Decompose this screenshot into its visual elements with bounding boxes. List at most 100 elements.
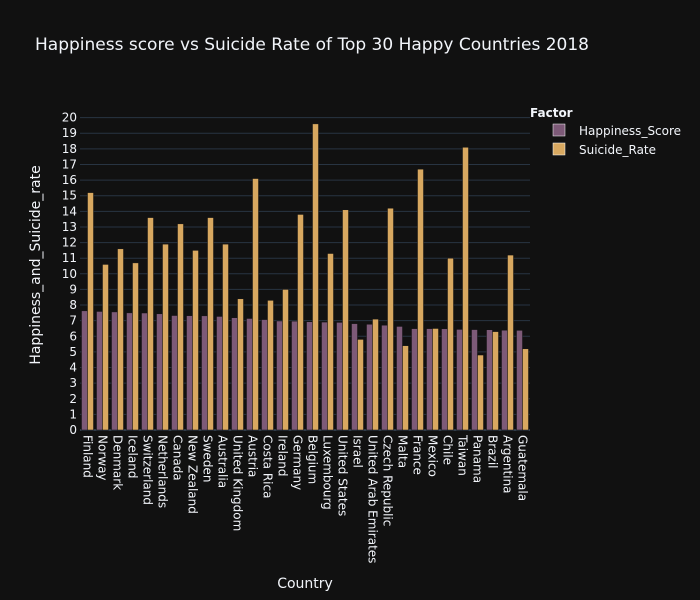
- legend-label-suicide: Suicide_Rate: [579, 143, 656, 157]
- x-tick-label: France: [411, 435, 425, 475]
- bar-happiness-score[interactable]: [321, 321, 328, 431]
- x-tick-label: Iceland: [126, 435, 140, 478]
- bar-happiness-score[interactable]: [231, 317, 238, 431]
- bar-happiness-score[interactable]: [381, 324, 388, 431]
- bar-suicide-rate[interactable]: [477, 354, 484, 431]
- bar-suicide-rate[interactable]: [207, 217, 214, 431]
- x-tick-label: Finland: [81, 435, 95, 478]
- x-tick-label: Brazil: [486, 435, 500, 469]
- bar-happiness-score[interactable]: [246, 318, 253, 431]
- bar-happiness-score[interactable]: [276, 320, 283, 431]
- x-tick-label: United Kingdom: [231, 435, 245, 531]
- x-tick-label: Canada: [171, 435, 185, 481]
- bar-happiness-score[interactable]: [306, 321, 313, 431]
- bar-happiness-score[interactable]: [111, 311, 118, 431]
- bar-happiness-score[interactable]: [501, 329, 508, 431]
- bar-happiness-score[interactable]: [426, 328, 433, 431]
- y-tick-label: 5: [69, 345, 77, 359]
- bar-suicide-rate[interactable]: [372, 318, 379, 431]
- x-tick-labels: Finland Norway Denmark Iceland Switzerland Ne…: [81, 434, 530, 563]
- bar-suicide-rate[interactable]: [252, 178, 259, 431]
- x-tick-label: Denmark: [111, 435, 125, 490]
- bar-suicide-rate[interactable]: [492, 331, 499, 431]
- x-tick-label: Sweden: [201, 435, 215, 482]
- bar-suicide-rate[interactable]: [312, 123, 319, 431]
- bar-suicide-rate[interactable]: [417, 168, 424, 431]
- bar-suicide-rate[interactable]: [222, 243, 229, 431]
- bar-suicide-rate[interactable]: [327, 253, 334, 431]
- bar-happiness-score[interactable]: [456, 329, 463, 431]
- bar-suicide-rate[interactable]: [117, 248, 124, 431]
- y-tick-label: 2: [69, 392, 77, 406]
- bar-happiness-score[interactable]: [96, 311, 103, 431]
- x-tick-label: Germany: [291, 435, 305, 490]
- bar-suicide-rate[interactable]: [192, 250, 199, 431]
- bar-happiness-score[interactable]: [516, 330, 523, 431]
- y-tick-label: 3: [69, 376, 77, 390]
- y-tick-label: 8: [69, 298, 77, 312]
- bar-suicide-rate[interactable]: [267, 300, 274, 431]
- bar-happiness-score[interactable]: [126, 312, 133, 431]
- x-tick-label: Czech Republic: [381, 435, 395, 526]
- x-axis-label: Country: [277, 576, 333, 592]
- bar-suicide-rate[interactable]: [297, 214, 304, 431]
- bar-happiness-score[interactable]: [396, 326, 403, 431]
- x-tick-label: Luxembourg: [321, 435, 335, 510]
- bar-suicide-rate[interactable]: [87, 192, 94, 431]
- y-tick-label: 19: [62, 126, 77, 140]
- x-tick-label: Israel: [351, 435, 365, 468]
- x-tick-label: United States: [336, 435, 350, 516]
- y-tick-label: 13: [62, 220, 77, 234]
- y-tick-label: 20: [62, 111, 77, 125]
- y-tick-label: 9: [69, 282, 77, 296]
- bar-happiness-score[interactable]: [261, 319, 268, 431]
- bar-suicide-rate[interactable]: [342, 209, 349, 431]
- bar-happiness-score[interactable]: [186, 315, 193, 431]
- bar-suicide-rate[interactable]: [462, 147, 469, 431]
- bar-suicide-rate[interactable]: [357, 339, 364, 431]
- y-tick-label: 11: [62, 251, 77, 265]
- x-tick-label: United Arab Emirates: [366, 435, 380, 563]
- x-tick-label: Argentina: [501, 435, 515, 494]
- bar-happiness-score[interactable]: [441, 328, 448, 431]
- legend-item-happiness[interactable]: Happiness_Score: [552, 123, 681, 138]
- bar-happiness-score[interactable]: [216, 316, 223, 431]
- bar-suicide-rate[interactable]: [402, 345, 409, 431]
- bar-happiness-score[interactable]: [81, 310, 88, 431]
- bar-happiness-score[interactable]: [141, 312, 148, 431]
- bar-suicide-rate[interactable]: [177, 223, 184, 431]
- bar-suicide-rate[interactable]: [522, 348, 529, 431]
- bar-happiness-score[interactable]: [486, 329, 493, 431]
- y-tick-label: 18: [62, 142, 77, 156]
- x-tick-label: Ireland: [276, 435, 290, 477]
- bar-happiness-score[interactable]: [201, 315, 208, 431]
- bar-happiness-score[interactable]: [156, 313, 163, 431]
- bar-suicide-rate[interactable]: [147, 217, 154, 431]
- bar-happiness-score[interactable]: [366, 324, 373, 431]
- y-tick-label: 10: [62, 267, 77, 281]
- bar-happiness-score[interactable]: [336, 322, 343, 431]
- chart-title: Happiness score vs Suicide Rate of Top 3…: [35, 35, 589, 55]
- bar-happiness-score[interactable]: [351, 323, 358, 431]
- bar-suicide-rate[interactable]: [162, 243, 169, 431]
- y-axis-label: Happiness_and_Suicide_rate: [28, 165, 44, 364]
- bar-suicide-rate[interactable]: [432, 328, 439, 431]
- bar-suicide-rate[interactable]: [447, 257, 454, 431]
- bar-happiness-score[interactable]: [291, 320, 298, 431]
- bar-suicide-rate[interactable]: [132, 262, 139, 431]
- bar-suicide-rate[interactable]: [102, 264, 109, 431]
- y-tick-label: 6: [69, 329, 77, 343]
- bar-happiness-score[interactable]: [471, 329, 478, 431]
- bar-suicide-rate[interactable]: [237, 298, 244, 431]
- y-tick-label: 12: [62, 236, 77, 250]
- bar-suicide-rate[interactable]: [282, 289, 289, 431]
- legend-item-suicide[interactable]: Suicide_Rate: [552, 142, 656, 157]
- bar-happiness-score[interactable]: [411, 328, 418, 431]
- x-tick-label: Switzerland: [141, 435, 155, 505]
- x-tick-label: Mexico: [426, 435, 440, 477]
- bar-suicide-rate[interactable]: [387, 207, 394, 431]
- bar-happiness-score[interactable]: [171, 315, 178, 431]
- legend-swatch-happiness: [552, 123, 566, 137]
- bar-suicide-rate[interactable]: [507, 254, 514, 431]
- legend-swatch-suicide: [552, 142, 566, 156]
